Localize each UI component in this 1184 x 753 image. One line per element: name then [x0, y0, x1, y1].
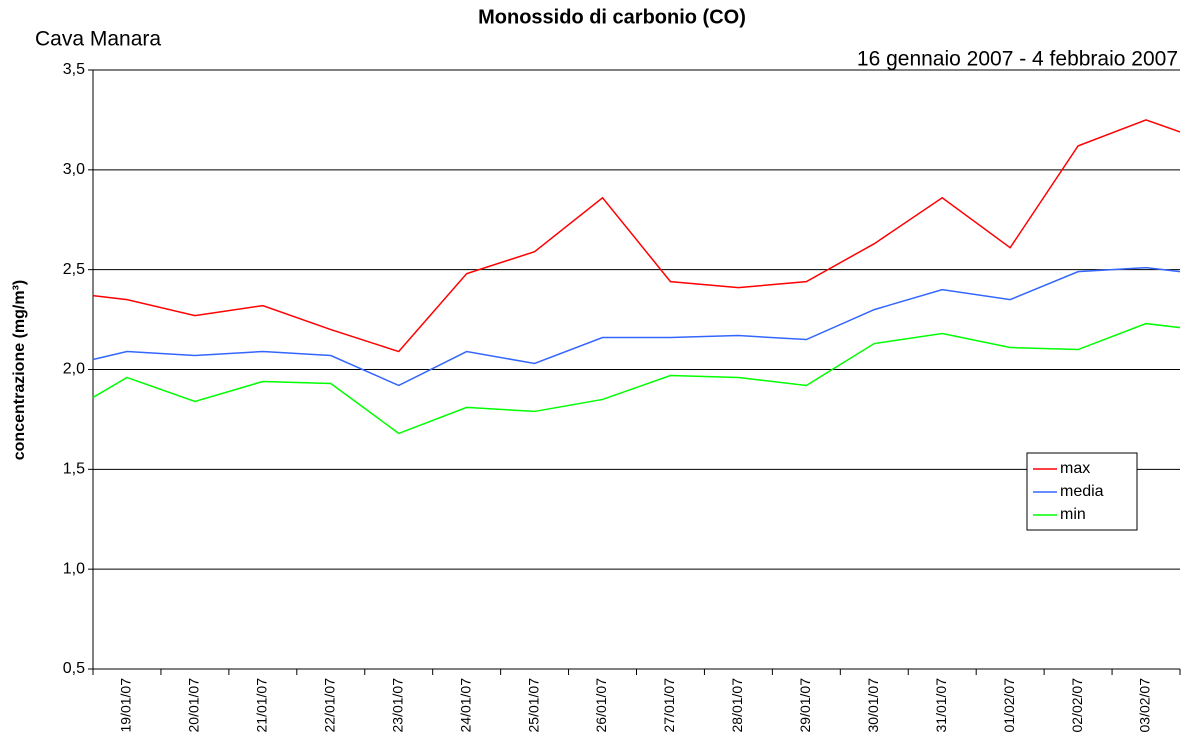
- x-tick-label: 21/01/07: [254, 678, 270, 733]
- x-tick-label: 22/01/07: [321, 678, 337, 733]
- x-tick-label: 19/01/07: [118, 678, 134, 733]
- legend-label: max: [1060, 460, 1090, 477]
- y-tick-label: 0,5: [63, 660, 85, 677]
- x-tick-label: 02/02/07: [1069, 678, 1085, 733]
- chart-subtitle: Cava Manara: [35, 28, 161, 51]
- series-line: [92, 322, 1181, 435]
- date-range: 16 gennaio 2007 - 4 febbraio 2007: [857, 48, 1178, 71]
- x-tick-label: 25/01/07: [525, 678, 541, 733]
- x-tick-label: 30/01/07: [865, 678, 881, 733]
- y-tick-label: 3,5: [63, 61, 85, 78]
- y-tick-label: 3,0: [63, 161, 85, 178]
- y-axis-label: concentrazione (mg/m³): [11, 280, 28, 460]
- x-tick-label: 20/01/07: [186, 678, 202, 733]
- x-tick-label: 03/02/07: [1137, 678, 1153, 733]
- chart-title: Monossido di carbonio (CO): [478, 6, 746, 28]
- series-line: [92, 119, 1181, 353]
- y-tick-label: 2,5: [63, 261, 85, 278]
- x-tick-label: 31/01/07: [933, 678, 949, 733]
- x-tick-label: 23/01/07: [389, 678, 405, 733]
- y-tick-label: 2,0: [63, 361, 85, 378]
- x-tick-label: 27/01/07: [661, 678, 677, 733]
- x-tick-label: 26/01/07: [593, 678, 609, 733]
- x-tick-label: 29/01/07: [797, 678, 813, 733]
- x-tick-label: 28/01/07: [729, 678, 745, 733]
- y-tick-label: 1,5: [63, 461, 85, 478]
- legend-label: media: [1060, 483, 1104, 500]
- series-line: [92, 266, 1181, 387]
- legend-label: min: [1060, 506, 1086, 523]
- x-tick-label: 01/02/07: [1001, 678, 1017, 733]
- x-tick-label: 24/01/07: [457, 678, 473, 733]
- y-tick-label: 1,0: [63, 560, 85, 577]
